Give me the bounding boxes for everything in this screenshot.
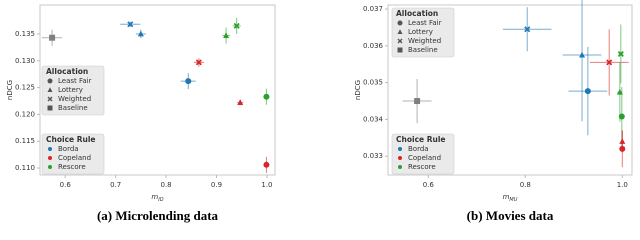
marker: [47, 78, 53, 84]
legend-label: Borda: [408, 145, 429, 153]
legend-swatch: [398, 165, 402, 169]
marker: [414, 98, 421, 105]
marker: [47, 87, 53, 92]
legend-label: Rescore: [58, 163, 86, 171]
legend-title: Allocation: [46, 67, 88, 76]
marker: [397, 20, 403, 26]
legend-label: Lottery: [58, 86, 83, 94]
x-axis-label-sub: MU: [509, 197, 517, 203]
x-axis-label: mMU: [503, 193, 518, 203]
marker: [47, 96, 53, 102]
marker: [137, 30, 144, 37]
x-tick-label: 1.0: [261, 181, 272, 189]
legend-label: Copeland: [408, 154, 441, 162]
x-tick-label: 1.0: [617, 181, 628, 189]
legend-title: Choice Rule: [46, 135, 95, 144]
figure: 0.6 0.7 0.8 0.9 1.0 0.110 0.115 0.120 0.125 0.130…: [6, 0, 633, 223]
legend-label: Copeland: [58, 154, 91, 162]
marker: [524, 26, 531, 33]
legend-box: [391, 7, 455, 58]
marker: [579, 51, 586, 58]
subplot: 0.6 0.7 0.8 0.9 1.0 0.110 0.115 0.120 0.125 0.130…: [6, 4, 276, 223]
x-tick-label: 0.8: [520, 181, 531, 189]
marker: [619, 145, 626, 152]
subplot: 0.6 0.8 1.0 0.033 0.034 0.035 0.036 0.037 mMU nDC…: [354, 0, 633, 223]
legend-title: Choice Rule: [396, 135, 445, 144]
legend-title: Allocation: [396, 9, 438, 18]
y-tick-label: 0.135: [15, 30, 35, 38]
legend-label: Weighted: [408, 37, 441, 45]
x-tick-label: 0.8: [161, 181, 172, 189]
legend-label: Least Fair: [58, 77, 92, 85]
marker: [223, 32, 230, 38]
legend-swatch: [398, 156, 402, 160]
legend-label: Lottery: [408, 28, 433, 36]
marker: [263, 161, 270, 168]
legend-box: [41, 65, 105, 116]
legend-swatch: [48, 147, 52, 151]
legend-label: Borda: [58, 145, 79, 153]
marker: [606, 59, 613, 66]
y-tick-label: 0.130: [15, 57, 35, 65]
x-axis-label-main: m: [151, 193, 158, 201]
marker: [233, 22, 240, 29]
y-tick-label: 0.034: [363, 115, 384, 123]
marker: [127, 21, 134, 28]
x-tick-label: 0.6: [60, 181, 72, 189]
y-tick-label: 0.110: [15, 164, 35, 172]
caption: (a) Microlending data: [97, 208, 219, 223]
marker: [617, 50, 624, 57]
y-tick-label: 0.125: [15, 84, 35, 92]
marker: [47, 105, 53, 111]
marker: [195, 59, 202, 66]
marker: [397, 38, 403, 44]
marker: [185, 78, 192, 85]
legend-swatch: [48, 165, 52, 169]
x-tick-label: 0.7: [110, 181, 121, 189]
y-axis-label: nDCG: [6, 80, 14, 100]
y-tick-label: 0.120: [15, 110, 35, 118]
legend-box: [391, 133, 455, 175]
marker: [397, 29, 403, 34]
marker: [237, 99, 244, 106]
x-axis-label: mID: [151, 193, 163, 203]
caption: (b) Movies data: [467, 208, 554, 223]
marker: [49, 34, 56, 41]
legend-swatch: [398, 147, 402, 151]
marker: [263, 93, 270, 100]
legend-swatch: [48, 156, 52, 160]
y-tick-label: 0.036: [363, 42, 384, 50]
y-tick-label: 0.033: [363, 152, 383, 160]
legend-label: Baseline: [58, 104, 88, 112]
marker: [584, 88, 591, 95]
y-axis-label: nDCG: [354, 80, 362, 100]
y-tick-label: 0.115: [15, 137, 35, 145]
marker: [618, 113, 625, 120]
y-tick-label: 0.035: [363, 79, 383, 87]
x-tick-label: 0.9: [211, 181, 222, 189]
legend-label: Weighted: [58, 95, 91, 103]
x-axis-label-main: m: [503, 193, 510, 201]
legend-label: Rescore: [408, 163, 436, 171]
legend-label: Baseline: [408, 46, 438, 54]
x-axis-label-sub: ID: [158, 197, 163, 203]
x-tick-label: 0.6: [423, 181, 435, 189]
y-tick-label: 0.037: [363, 5, 383, 13]
legend-label: Least Fair: [408, 19, 442, 27]
marker: [397, 47, 403, 53]
legend-box: [41, 133, 105, 175]
